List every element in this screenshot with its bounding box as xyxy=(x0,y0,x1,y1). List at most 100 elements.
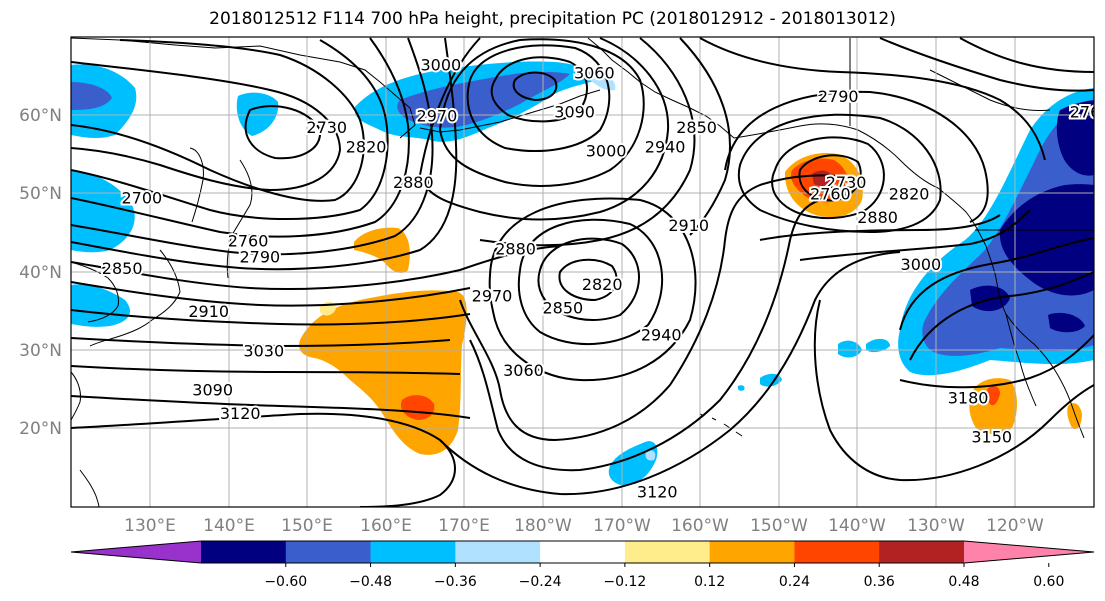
precip-region-baja-positive xyxy=(969,378,1017,434)
contour-label: 2790 xyxy=(818,87,859,106)
latitude-label: 50°N xyxy=(19,184,62,204)
height-contour xyxy=(71,39,365,202)
height-contour xyxy=(71,61,342,192)
contour-label: 2940 xyxy=(641,326,682,345)
contour-label: 2790 xyxy=(240,247,281,266)
contour-label: 3030 xyxy=(243,341,284,360)
precip-region-south-pacific-light xyxy=(645,450,656,461)
colorbar-tick-label: −0.36 xyxy=(434,574,477,590)
contour-label: 2940 xyxy=(645,138,686,157)
longitude-label: 130°W xyxy=(907,516,965,536)
height-contour xyxy=(71,245,561,291)
height-contour xyxy=(71,39,389,220)
height-contour xyxy=(466,44,611,152)
colorbar-tick-label: 0.60 xyxy=(1033,574,1064,590)
longitude-label: 150°W xyxy=(750,516,808,536)
precip-region-hawaii-north-2 xyxy=(866,338,890,353)
colorbar-cells xyxy=(70,540,1095,567)
longitude-axis: 130°E 140°E 150°E 160°E 170°E 180°W 170°… xyxy=(124,516,1044,536)
colorbar-tick-label: −0.60 xyxy=(264,574,307,590)
latitude-label: 60°N xyxy=(19,106,62,126)
colorbar-outline xyxy=(70,540,1095,564)
precip-region-west-siberia-strong xyxy=(71,82,112,110)
contour-label: 3120 xyxy=(637,482,678,501)
height-contour xyxy=(71,309,471,326)
height-contour xyxy=(71,281,471,307)
colorbar-cell xyxy=(794,541,880,563)
longitude-label: 130°E xyxy=(124,516,176,536)
colorbar-extend-low xyxy=(71,541,201,563)
coastline-asia-north xyxy=(71,37,416,139)
colorbar-tick-label: 0.12 xyxy=(694,574,725,590)
height-contour xyxy=(813,299,1094,482)
contour-label: 3000 xyxy=(901,255,942,274)
map-frame xyxy=(70,36,1095,508)
contour-label: 3090 xyxy=(192,381,233,400)
longitude-label: 150°E xyxy=(281,516,333,536)
height-contour xyxy=(798,154,862,202)
height-contour xyxy=(899,334,1094,389)
contour-label: 2820 xyxy=(346,138,387,157)
coastline-kamchatka xyxy=(226,159,253,279)
height-contours xyxy=(71,37,1094,507)
contour-label: 2880 xyxy=(393,173,434,192)
contour-label: 2970 xyxy=(417,106,458,125)
precip-region-japan-south xyxy=(71,284,130,327)
coastline-baja xyxy=(1005,313,1037,407)
height-contour xyxy=(724,90,989,223)
coastline-taiwan-philippines xyxy=(79,469,100,507)
colorbar-cell xyxy=(624,541,711,563)
height-contour xyxy=(469,199,821,472)
contour-label: 3090 xyxy=(554,102,595,121)
latitude-label: 30°N xyxy=(19,341,62,361)
colorbar-cell xyxy=(285,541,372,563)
colorbar-cell xyxy=(540,541,626,563)
map-title: 2018012512 F114 700 hPa height, precipit… xyxy=(209,9,896,29)
contour-label: 2850 xyxy=(676,118,717,137)
height-contour xyxy=(699,37,1046,161)
height-contour xyxy=(959,37,1094,73)
latitude-label: 20°N xyxy=(19,419,62,439)
contour-label: 3060 xyxy=(503,361,544,380)
contour-label: 2760 xyxy=(810,185,851,204)
longitude-label: 140°E xyxy=(203,516,255,536)
precip-region-us-west-strong-north xyxy=(1056,100,1094,176)
coastline-sakhalin xyxy=(189,147,204,223)
precip-region-us-west-strong xyxy=(999,184,1094,296)
precip-region-bering-strong xyxy=(397,71,570,128)
height-contour xyxy=(759,214,1001,241)
height-contour xyxy=(71,37,410,238)
coastline-hawaii xyxy=(699,413,743,437)
height-contour xyxy=(679,37,731,236)
latitude-axis: 60°N 50°N 40°N 30°N 20°N xyxy=(19,106,62,439)
height-contour xyxy=(799,209,1031,261)
height-contour xyxy=(488,197,697,382)
contour-label: 2910 xyxy=(668,216,709,235)
colorbar-tick-label: −0.24 xyxy=(519,574,562,590)
coastline-aleutians xyxy=(419,89,601,133)
height-contour xyxy=(71,37,434,256)
longitude-label: 160°E xyxy=(360,516,412,536)
height-contour xyxy=(517,218,664,346)
height-contour xyxy=(537,237,640,321)
coastline-korea xyxy=(71,261,119,323)
precip-region-us-coast-spot-2 xyxy=(1048,312,1085,333)
coastline-hudson xyxy=(929,69,1051,111)
height-contour xyxy=(879,37,1094,92)
longitude-label: 140°W xyxy=(828,516,886,536)
height-contour xyxy=(71,37,458,271)
height-contour xyxy=(771,136,885,220)
precip-region-okhotsk xyxy=(236,92,279,136)
colorbar-tick-label: 0.48 xyxy=(948,574,979,590)
colorbar-tick-label: −0.48 xyxy=(349,574,392,590)
height-contour xyxy=(71,365,461,375)
contour-label: 3120 xyxy=(220,404,261,423)
colorbar-tick-label: −0.12 xyxy=(603,574,646,590)
colorbar: −0.60 −0.48 −0.36 −0.24 −0.12 0.12 0.24 … xyxy=(70,540,1095,590)
precip-region-japan-sea xyxy=(71,170,135,253)
contour-label: 2820 xyxy=(582,275,623,294)
contour-label: 2970 xyxy=(472,287,513,306)
precip-region-hawaii-tiny xyxy=(737,385,745,391)
coastline-china-east xyxy=(71,371,81,421)
